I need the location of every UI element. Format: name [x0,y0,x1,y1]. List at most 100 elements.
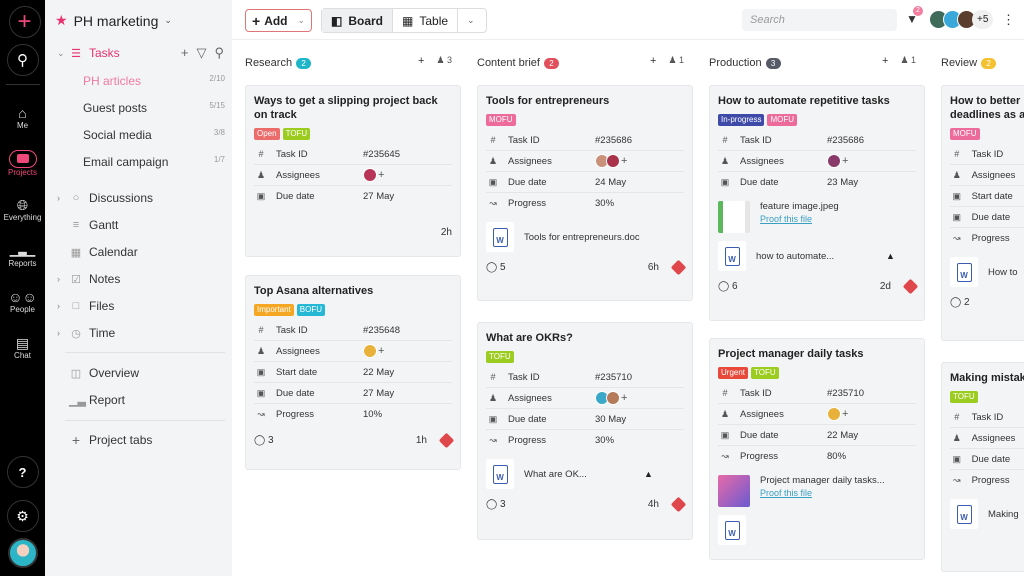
task-card[interactable]: Making mistake TOFU # Task ID ♟ Assignees … [941,362,1024,572]
project-switcher[interactable]: ★ PH marketing ⌄ [55,12,172,29]
chevron-down-icon[interactable]: ⌄ [297,15,305,25]
search-input[interactable]: Search [742,9,897,31]
field-progress: ↝ Progress 30% [486,193,684,214]
help-button[interactable]: ? [6,456,39,488]
field-progress: ↝ Progress [950,228,1024,249]
attachment[interactable]: W [718,515,916,545]
more-views-button[interactable]: ⌄ [458,9,484,32]
create-button[interactable]: + [8,6,41,38]
field-assignees[interactable]: ♟ Assignees + [254,165,452,186]
field-start-date[interactable]: ▣ Start date 22 May [254,362,452,383]
field-assignees[interactable]: ♟ Assignees + [718,404,916,425]
task-list-email-campaign[interactable]: Email campaign 1/7 [83,155,225,169]
field-assignees[interactable]: ♟ Assignees + [486,151,684,172]
sidebar-item-files[interactable]: › □ Files [57,299,115,313]
field-due-date[interactable]: ▣ Due date 24 May [486,172,684,193]
attachment[interactable]: W How to [950,257,1024,287]
sidebar-item-report[interactable]: ▁▃ Report [69,393,126,407]
tag-mofu: MOFU [486,114,516,126]
field-due-date[interactable]: ▣ Due date 23 May [718,172,916,193]
field-assignees[interactable]: ♟ Assignees + [718,151,916,172]
comments-count[interactable]: ◯ 6 [718,281,738,292]
field-assignees[interactable]: ♟ Assignees + [486,388,684,409]
task-card[interactable]: Ways to get a slipping project back on t… [245,85,461,257]
sidebar-item-gantt[interactable]: ≡ Gantt [45,214,232,236]
field-assignees[interactable]: ♟ Assignees [950,165,1024,186]
field-due-date[interactable]: ▣ Due date [950,449,1024,470]
project-tabs-button[interactable]: + Project tabs [45,429,232,451]
more-options-icon[interactable]: ⋮ [1002,12,1015,27]
trend-icon: ↝ [953,475,961,485]
add-button[interactable]: + Add ⌄ [245,9,312,32]
field-due-date[interactable]: ▣ Due date 22 May [718,425,916,446]
image-attachment[interactable]: feature image.jpeg Proof this file [718,201,916,233]
calendar-icon: ▣ [952,211,962,222]
filter-icon[interactable]: ▼ [906,12,918,26]
comments-count[interactable]: ◯ 2 [950,297,970,308]
field-start-date[interactable]: ▣ Start date [950,186,1024,207]
task-card[interactable]: What are OKRs? TOFU # Task ID #235710 ♟ Ass… [477,322,693,540]
rail-item-projects[interactable]: Projects [8,143,37,183]
hash-icon: # [258,149,264,159]
member-avatars[interactable]: +5 [929,10,994,29]
attachment[interactable]: W Making [950,499,1024,529]
filter-icon[interactable]: ▽ [196,45,207,60]
rail-item-everything[interactable]: 🌐︎ Everything [3,196,42,222]
avatar [827,407,841,421]
avatar [363,168,377,182]
task-card[interactable]: Top Asana alternatives Important BOFU # Ta… [245,275,461,470]
proof-file-link[interactable]: Proof this file [760,488,813,498]
comments-count[interactable]: ◯ 3 [254,435,274,446]
add-task-icon[interactable]: + [418,55,425,67]
image-attachment[interactable]: Project manager daily tasks... Proof this… [718,475,916,507]
task-card[interactable]: Tools for entrepreneurs MOFU # Task ID #23… [477,85,693,301]
task-card[interactable]: Project manager daily tasks Urgent TOFU #… [709,338,925,560]
add-task-icon[interactable]: + [882,55,889,67]
proof-file-link[interactable]: Proof this file [760,214,813,224]
people-icon: ♟ [720,155,730,166]
field-due-date[interactable]: ▣ Due date [950,207,1024,228]
sidebar-item-notes[interactable]: › ☑ Notes [57,272,121,286]
search-icon[interactable]: ⚲ [214,45,224,60]
rail-item-reports[interactable]: ▁▃▁ Reports [8,244,37,268]
rail-item-chat[interactable]: ▤ Chat [14,334,31,360]
chevron-right-icon: › [57,193,60,203]
comments-count[interactable]: ◯ 5 [486,262,506,273]
comment-icon: ◯ [254,435,266,446]
members-count: ♟ 3 [436,55,453,65]
people-icon: ♟ [256,169,266,180]
task-list-guest-posts[interactable]: Guest posts 5/15 [83,101,225,115]
global-search-button[interactable]: ⚲ [6,44,39,76]
sidebar-item-calendar[interactable]: ▦ Calendar [70,245,138,259]
task-list-social-media[interactable]: Social media 3/8 [83,128,225,142]
attachment[interactable]: W What are OK... ▲ [486,459,684,489]
task-card[interactable]: How to automate repetitive tasks In-prog… [709,85,925,321]
avatar [827,154,841,168]
sidebar-item-time[interactable]: › ◷ Time [57,326,116,340]
field-progress: ↝ Progress 30% [486,430,684,451]
rail-item-people[interactable]: ☺☺ People [8,288,37,314]
search-icon: ⚲ [17,52,28,69]
comments-count[interactable]: ◯ 3 [486,499,506,510]
task-list-ph-articles[interactable]: PH articles 2/10 [83,74,225,88]
sidebar-item-overview[interactable]: ◫ Overview [70,366,140,380]
sidebar-item-discussions[interactable]: › ○ Discussions [57,191,154,205]
tab-board[interactable]: ◧ Board [322,9,394,32]
clock-icon: ◷ [71,327,81,340]
add-task-icon[interactable]: + [650,55,657,67]
attachment[interactable]: W Tools for entrepreneurs.doc [486,222,684,252]
sidebar-item-tasks[interactable]: ⌄ ☰ Tasks + ▽ ⚲ [57,45,224,60]
field-due-date[interactable]: ▣ Due date 30 May [486,409,684,430]
user-avatar[interactable] [7,538,38,568]
field-due-date[interactable]: ▣ Due date 27 May [254,186,452,207]
settings-button[interactable]: ⚙ [6,500,39,532]
add-list-icon[interactable]: + [180,45,189,60]
word-doc-icon: W [950,499,978,529]
rail-item-me[interactable]: ⌂ Me [16,104,29,130]
field-assignees[interactable]: ♟ Assignees + [254,341,452,362]
field-assignees[interactable]: ♟ Assignees [950,428,1024,449]
tab-table[interactable]: ▦ Table [393,9,459,32]
task-card[interactable]: How to better h deadlines as a MOFU # Tas… [941,85,1024,341]
field-due-date[interactable]: ▣ Due date 27 May [254,383,452,404]
